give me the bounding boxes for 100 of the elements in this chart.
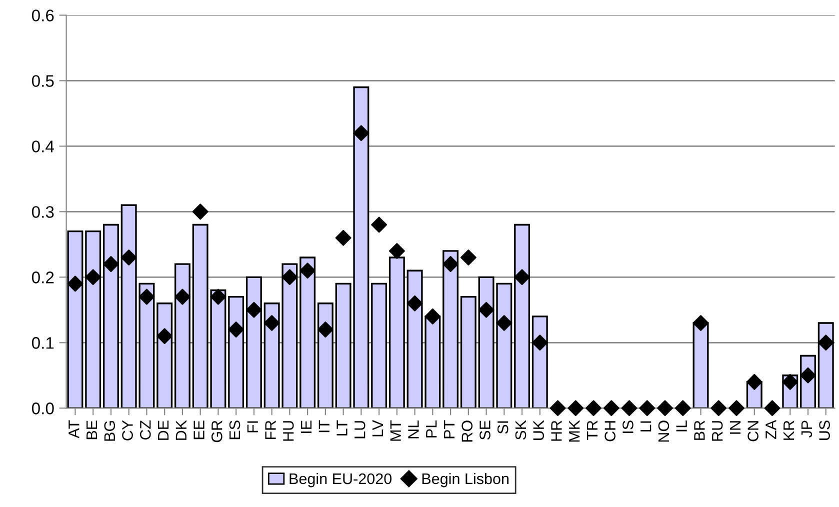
point	[674, 400, 691, 416]
x-tick-label: FR	[265, 420, 276, 440]
point	[496, 315, 512, 331]
point	[710, 400, 727, 416]
x-tick-label: IE	[301, 420, 312, 433]
bar	[85, 230, 102, 408]
x-tick-label: NL	[408, 420, 419, 438]
point	[782, 374, 798, 390]
bar	[102, 224, 119, 408]
x-tick-label: IS	[622, 420, 634, 433]
point	[728, 400, 744, 416]
legend-label: Begin EU-2020	[290, 472, 392, 488]
x-tick-label: DE	[158, 420, 169, 440]
point	[639, 400, 656, 416]
x-tick-label: BG	[104, 421, 116, 441]
x-tick-label: EE	[194, 420, 204, 440]
bar	[174, 263, 190, 408]
x-tick-label: JP	[801, 420, 812, 438]
y-tick-label: 0.1	[32, 337, 54, 349]
x-tick-label: SE	[480, 420, 490, 440]
x-tick-label: ES	[229, 420, 240, 440]
x-tick-label: IT	[318, 420, 330, 432]
x-tick-label: BR	[694, 420, 705, 440]
bar	[67, 230, 84, 408]
point	[603, 400, 620, 416]
x-tick-label: CZ	[140, 420, 151, 440]
point	[406, 295, 423, 312]
point	[764, 400, 780, 416]
x-tick-label: FI	[247, 421, 258, 432]
x-tick-label: IL	[676, 420, 687, 432]
point	[174, 288, 190, 305]
y-tick-label: 0.5	[32, 75, 54, 87]
x-tick-label: PT	[444, 420, 454, 438]
bar	[246, 276, 262, 408]
bar	[514, 224, 530, 408]
point	[192, 204, 208, 220]
point	[67, 276, 84, 292]
point	[210, 288, 226, 305]
legend-label: Begin Lisbon	[422, 472, 508, 488]
bar	[371, 282, 388, 408]
point	[424, 308, 441, 324]
point	[246, 302, 262, 318]
point	[85, 269, 102, 286]
point	[264, 315, 280, 331]
x-tick-label: UK	[533, 420, 544, 440]
point	[120, 250, 137, 266]
point	[818, 334, 834, 351]
point	[442, 256, 459, 272]
point	[514, 269, 530, 286]
point	[746, 374, 762, 390]
point	[102, 256, 119, 272]
y-tick-label: 0.3	[32, 206, 54, 218]
point	[317, 322, 334, 338]
point	[335, 230, 352, 246]
point	[300, 262, 316, 279]
x-tick-label: US	[819, 420, 830, 440]
x-tick-label: SK	[515, 420, 526, 440]
point	[550, 400, 566, 416]
y-tick-label: 0.4	[32, 140, 54, 152]
point	[282, 269, 298, 286]
x-tick-label: CY	[122, 420, 133, 440]
x-tick-label: GR	[211, 420, 222, 442]
y-tick-label: 0.6	[32, 10, 54, 22]
x-tick-label: BE	[86, 420, 98, 440]
point	[353, 125, 370, 142]
bar	[442, 250, 459, 408]
bar	[300, 256, 316, 408]
x-tick-label: MT	[390, 420, 401, 441]
point	[371, 216, 388, 233]
point	[692, 315, 709, 331]
x-tick-label: HU	[283, 421, 294, 441]
point	[228, 322, 244, 338]
x-tick-label: CH	[604, 421, 616, 442]
point	[460, 250, 476, 266]
bar	[228, 296, 244, 408]
point	[800, 367, 816, 384]
x-tick-label: DK	[176, 420, 186, 440]
x-tick-label: LI	[640, 421, 652, 432]
x-tick-label: TR	[586, 420, 598, 440]
x-tick-label: NO	[658, 420, 670, 442]
x-tick-label: IN	[730, 421, 740, 434]
x-tick-label: LV	[372, 420, 384, 436]
x-tick-label: RU	[712, 421, 723, 441]
point	[138, 288, 155, 305]
x-tick-label: AT	[68, 420, 80, 438]
x-tick-label: LT	[336, 420, 348, 436]
x-tick-label: SI	[497, 421, 508, 434]
point	[621, 400, 638, 416]
point	[532, 334, 548, 351]
bar	[156, 302, 173, 408]
x-tick-label: CN	[748, 421, 758, 442]
point	[388, 242, 405, 259]
point	[586, 400, 602, 416]
y-tick-label: 0.2	[32, 272, 54, 284]
point	[657, 400, 673, 416]
x-tick-label: LU	[354, 421, 366, 438]
x-tick-label: MK	[569, 420, 580, 442]
x-tick-label: PL	[426, 420, 437, 438]
bar	[460, 296, 476, 408]
point	[478, 302, 494, 318]
